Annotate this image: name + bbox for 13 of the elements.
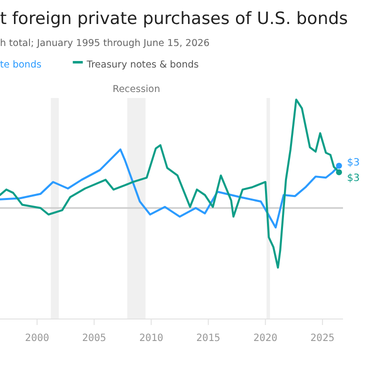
text: $3 [347, 172, 360, 184]
x-tick-label: 2015 [196, 333, 220, 344]
x-tick-label: 2010 [139, 333, 164, 344]
x-tick-label: 2025 [310, 333, 334, 344]
chart-subtitle: h total; January 1995 through June 15, 2026 [0, 38, 210, 49]
x-tick-label: 2005 [82, 333, 106, 344]
text: te bonds [0, 60, 42, 71]
band-label: Recession [112, 84, 160, 95]
x-tick-label: 2000 [25, 333, 50, 344]
chart-title: t foreign private purchases of U.S. bonds [0, 9, 348, 29]
text: $3 [347, 157, 360, 168]
legend-label: Treasury notes & bonds [86, 60, 199, 71]
x-tick-label: 2020 [253, 333, 278, 344]
